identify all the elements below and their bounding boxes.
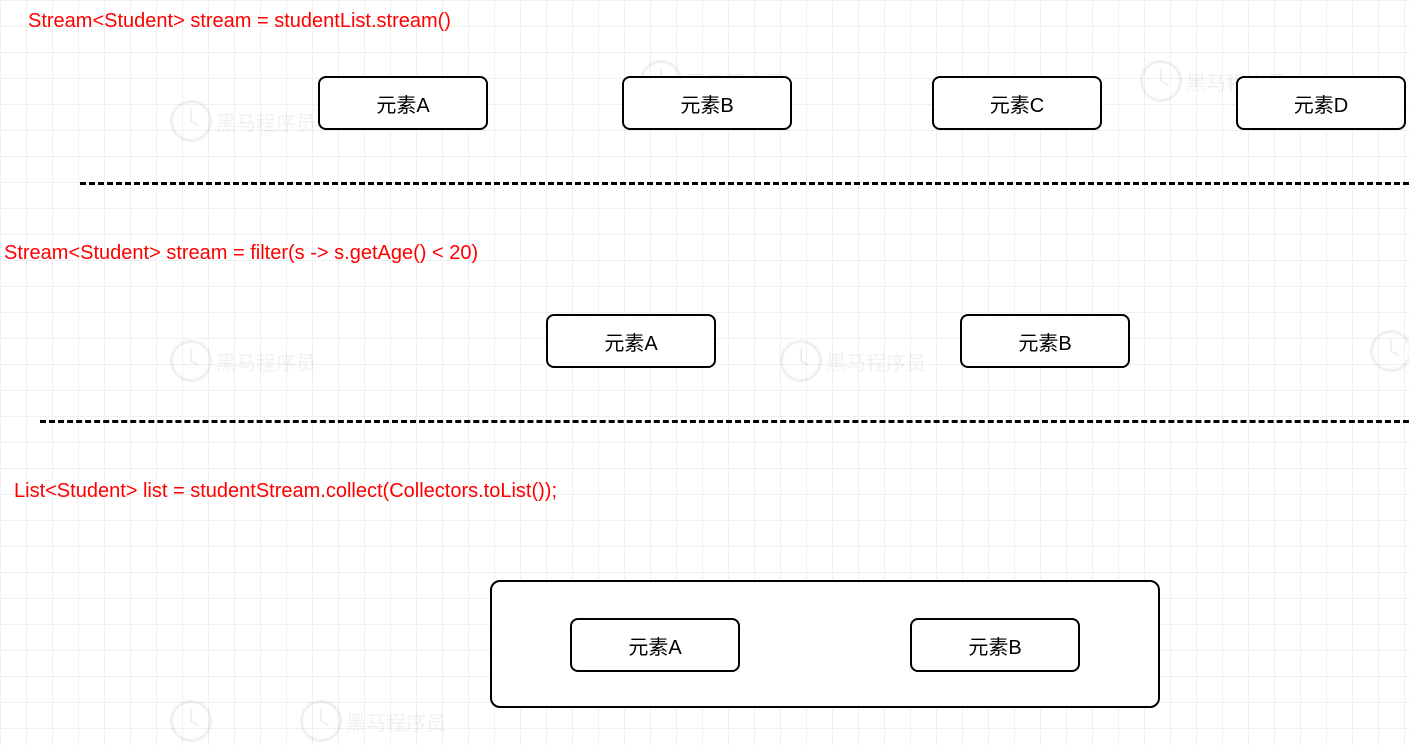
element-box-b2: 元素B	[960, 314, 1130, 368]
code-line-3: List<Student> list = studentStream.colle…	[14, 480, 557, 503]
code-line-1: Stream<Student> stream = studentList.str…	[28, 10, 451, 33]
element-label: 元素A	[376, 89, 429, 118]
divider-2	[40, 420, 1409, 423]
element-label: 元素D	[1294, 89, 1348, 118]
element-label: 元素B	[968, 631, 1021, 660]
code-line-2: Stream<Student> stream = filter(s -> s.g…	[4, 242, 478, 265]
element-box-b: 元素B	[622, 76, 792, 130]
element-label: 元素B	[1018, 327, 1071, 356]
element-label: 元素A	[628, 631, 681, 660]
element-label: 元素B	[680, 89, 733, 118]
element-box-a: 元素A	[318, 76, 488, 130]
element-label: 元素A	[604, 327, 657, 356]
element-box-b3: 元素B	[910, 618, 1080, 672]
element-box-a3: 元素A	[570, 618, 740, 672]
element-box-c: 元素C	[932, 76, 1102, 130]
element-box-d: 元素D	[1236, 76, 1406, 130]
element-box-a2: 元素A	[546, 314, 716, 368]
divider-1	[80, 182, 1409, 185]
element-label: 元素C	[990, 89, 1044, 118]
